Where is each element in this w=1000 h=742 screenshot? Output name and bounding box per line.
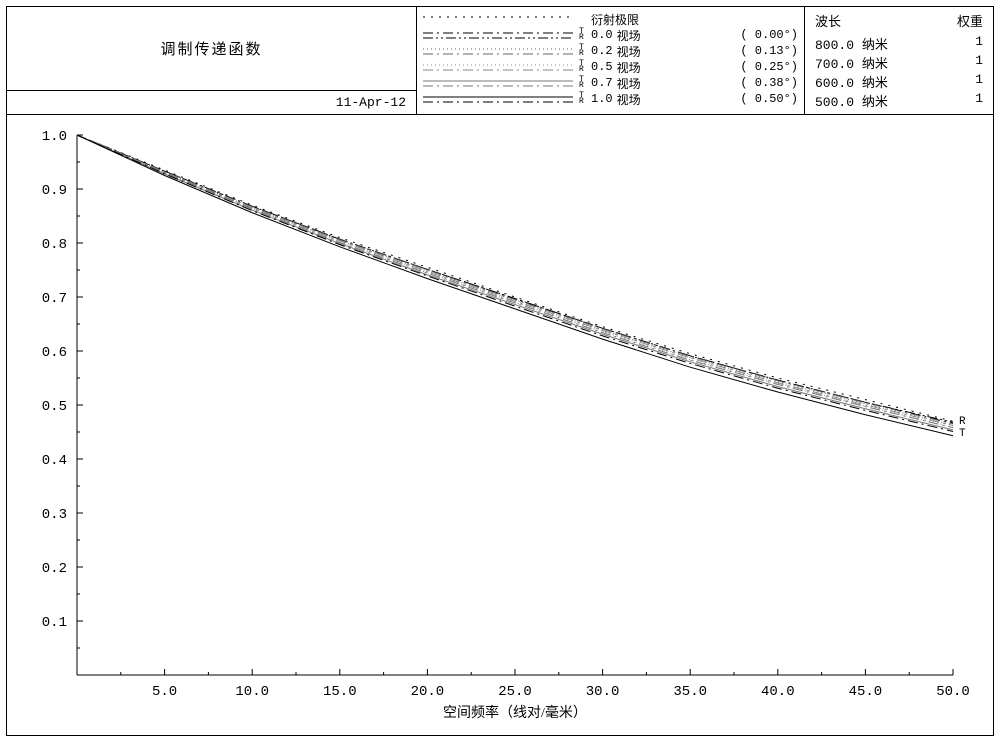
date-text: 11-Apr-12 [336,95,406,110]
legend-row-diff: 衍射极限 [423,11,798,27]
legend-field: 0.7 [591,76,613,90]
curve-f0.5-T [77,135,953,427]
legend-paren: ( 0.13°) [740,44,798,58]
header-left: 调制传递函数 11-Apr-12 [7,7,417,114]
svg-text:40.0: 40.0 [761,684,795,700]
legend-row: TR 0.7 视场 ( 0.38°) [423,75,798,91]
svg-text:35.0: 35.0 [673,684,707,700]
header: 调制传递函数 11-Apr-12 衍射极限 TR 0.0 视场 ( 0.00°)… [7,7,993,115]
svg-text:0.6: 0.6 [42,345,67,361]
legend-row: TR 1.0 视场 ( 0.50°) [423,91,798,107]
curve-f0.5-R [77,135,953,426]
legend-row: TR 0.2 视场 ( 0.13°) [423,43,798,59]
wave-head-left: 波长 [815,11,841,30]
legend-row: TR 0.5 视场 ( 0.25°) [423,59,798,75]
svg-text:25.0: 25.0 [498,684,532,700]
curve-f1.0-T [77,135,953,436]
legend-unit: 视场 [617,75,641,92]
legend-tr-marker: TR [579,93,589,105]
legend-panel: 衍射极限 TR 0.0 视场 ( 0.00°) TR 0.2 视场 ( 0.13… [417,7,805,114]
legend-paren: ( 0.38°) [740,76,798,90]
legend-swatch-icon [423,77,573,89]
svg-text:0.9: 0.9 [42,183,67,199]
wavelength-row: 700.0 纳米 1 [815,53,983,72]
wavelength-row: 600.0 纳米 1 [815,72,983,91]
legend-field: 0.2 [591,44,613,58]
svg-text:0.1: 0.1 [42,615,67,631]
svg-text:0.8: 0.8 [42,237,67,253]
end-marker-r: R [959,416,966,428]
legend-unit: 视场 [617,91,641,108]
legend-unit: 视场 [617,43,641,60]
legend-unit: 视场 [617,27,641,44]
legend-paren: ( 0.00°) [740,28,798,42]
svg-text:45.0: 45.0 [849,684,883,700]
legend-tr-marker: TR [579,45,589,57]
svg-text:0.4: 0.4 [42,453,67,469]
wave-weight: 1 [975,53,983,72]
legend-swatch-icon [423,61,573,73]
date-cell: 11-Apr-12 [7,90,416,114]
legend-tr-marker: TR [579,77,589,89]
svg-text:0.5: 0.5 [42,399,67,415]
legend-field: 0.5 [591,60,613,74]
curve-diff-limit [77,135,953,421]
curve-f0.2-R [77,135,953,424]
wavelength-row: 500.0 纳米 1 [815,91,983,110]
legend-field: 0.0 [591,28,613,42]
legend-swatch-icon [423,13,573,25]
curve-f0.0-R [77,135,953,422]
svg-text:0.2: 0.2 [42,561,67,577]
legend-tr-marker: TR [579,61,589,73]
wave-value: 600.0 纳米 [815,72,888,91]
wave-value: 500.0 纳米 [815,91,888,110]
svg-text:15.0: 15.0 [323,684,357,700]
curve-f0.2-T [77,135,953,425]
legend-swatch-icon [423,93,573,105]
curve-f0.7-T [77,135,953,430]
legend-unit: 视场 [617,59,641,76]
wave-weight: 1 [975,72,983,91]
page-title: 调制传递函数 [160,38,262,59]
legend-paren: ( 0.25°) [740,60,798,74]
legend-paren: ( 0.50°) [740,92,798,106]
wavelength-header: 波长 权重 [815,11,983,30]
legend-field: 1.0 [591,92,613,106]
svg-text:50.0: 50.0 [936,684,970,700]
legend-swatch-icon [423,29,573,41]
wave-head-right: 权重 [957,11,983,30]
svg-text:1.0: 1.0 [42,129,67,145]
wavelength-panel: 波长 权重 800.0 纳米 1 700.0 纳米 1 600.0 纳米 1 5… [805,7,993,114]
svg-text:空间频率（线对/毫米）: 空间频率（线对/毫米） [443,704,587,721]
wave-value: 800.0 纳米 [815,34,888,53]
legend-row: TR 0.0 视场 ( 0.00°) [423,27,798,43]
legend-swatch-icon [423,45,573,57]
svg-text:10.0: 10.0 [235,684,269,700]
title-cell: 调制传递函数 [7,7,416,90]
mtf-chart: 0.1 0.2 0.3 0.4 0.5 0.6 0.7 0.8 0.9 1.0 5.0 10.0 15.… [7,115,993,735]
legend-label-diff: 衍射极限 [591,11,639,28]
wave-weight: 1 [975,91,983,110]
svg-text:0.7: 0.7 [42,291,67,307]
curve-f1.0-R [77,135,953,431]
wave-value: 700.0 纳米 [815,53,888,72]
wavelength-row: 800.0 纳米 1 [815,34,983,53]
svg-text:30.0: 30.0 [586,684,620,700]
plot-area: 0.1 0.2 0.3 0.4 0.5 0.6 0.7 0.8 0.9 1.0 5.0 10.0 15.… [7,115,993,735]
svg-text:5.0: 5.0 [152,684,177,700]
legend-tr-marker: TR [579,29,589,41]
svg-text:20.0: 20.0 [411,684,445,700]
wave-weight: 1 [975,34,983,53]
curve-f0.0-T [77,135,953,423]
curve-f0.7-R [77,135,953,428]
outer-frame: 调制传递函数 11-Apr-12 衍射极限 TR 0.0 视场 ( 0.00°)… [6,6,994,736]
svg-text:0.3: 0.3 [42,507,67,523]
end-marker-t: T [959,428,966,440]
